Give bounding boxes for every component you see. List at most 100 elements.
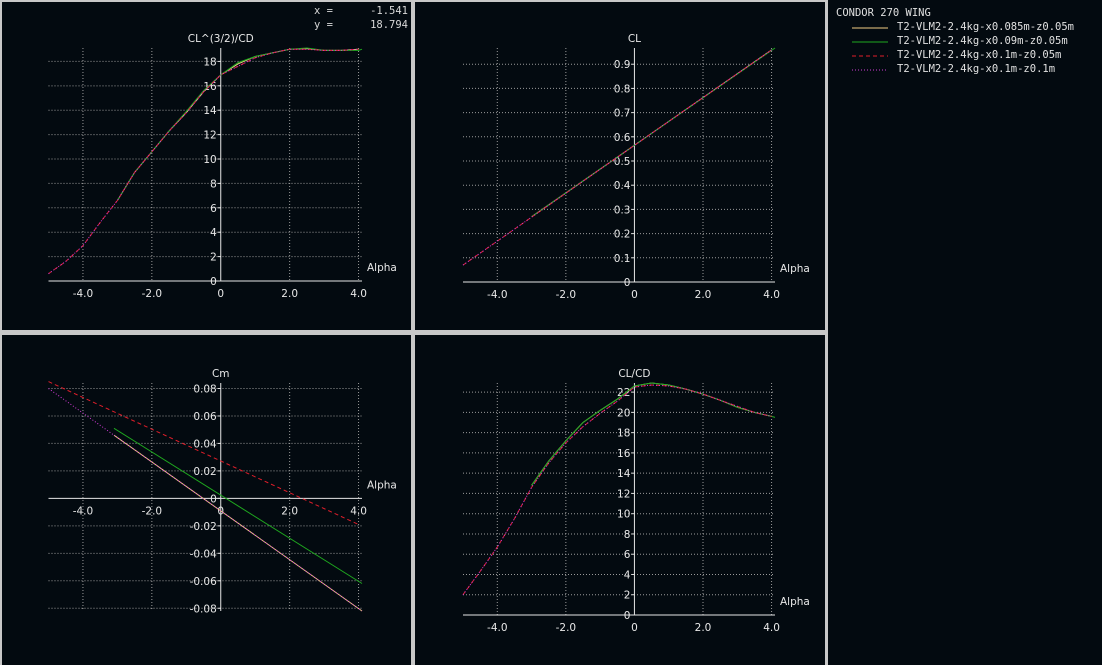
legend-line-swatch [852, 27, 888, 29]
x-tick-label: 4.0 [350, 288, 367, 300]
y-tick-label: 0.9 [614, 59, 631, 71]
x-tick-label: -2.0 [556, 622, 577, 634]
legend-line-swatch [852, 41, 888, 43]
y-tick-label: 4 [210, 227, 217, 239]
y-axis-title: CL^(3/2)/CD [188, 33, 254, 45]
chart-cl: 0 0.1 0.2 0.3 0.4 0.5 0.6 0.7 0.8 0.9 -4.0 -2.0 0 2.0… [462, 33, 810, 301]
y-tick-label: 2 [210, 252, 217, 264]
legend: CONDOR 270 WING T2-VLM2-2.4kg-x0.085m-z0… [828, 0, 1102, 665]
x-tick-label: 4.0 [763, 289, 780, 301]
graph-panel-cl32cd[interactable] [2, 2, 411, 330]
x-tick-label: -4.0 [73, 505, 94, 517]
series-line-2 [116, 47, 363, 201]
y-tick-label: 16 [617, 448, 631, 460]
y-tick-label: 0.02 [193, 466, 216, 478]
x-tick-label: 0 [217, 288, 224, 300]
y-tick-label: 18 [617, 428, 630, 440]
series-line-2 [113, 427, 363, 584]
x-axis-title: Alpha [780, 263, 810, 275]
legend-entry-label: T2-VLM2-2.4kg-x0.1m-z0.05m [897, 49, 1062, 61]
x-axis-title: Alpha [367, 262, 397, 274]
x-tick-label: 0 [631, 622, 638, 634]
y-tick-label: 2 [624, 590, 631, 602]
y-tick-label: 8 [624, 529, 631, 541]
y-tick-label: 22 [617, 387, 630, 399]
y-tick-label: 0.2 [614, 229, 631, 241]
readout-y-value: 18.794 [370, 19, 408, 31]
y-tick-label: 0.7 [614, 108, 631, 120]
y-tick-label: -0.04 [190, 548, 217, 560]
chart-clcd: 0 2 4 6 8 10 12 14 16 18 20 22 -4.0 -2.0 0 2.0 4.0 CL/CD A… [462, 368, 810, 634]
series-line-4 [462, 49, 772, 266]
graph-panel-clcd[interactable] [415, 335, 825, 665]
series-line-3 [48, 381, 359, 525]
y-tick-label: 4 [624, 569, 631, 581]
x-tick-label: 4.0 [350, 505, 367, 517]
series-line-1 [116, 48, 359, 201]
y-tick-label: 0 [210, 276, 217, 288]
y-tick-label: 0 [210, 493, 217, 505]
y-tick-label: 0.3 [614, 204, 631, 216]
y-tick-label: 6 [210, 203, 217, 215]
y-tick-label: 12 [617, 488, 630, 500]
y-tick-label: 0.06 [193, 411, 217, 423]
y-tick-label: 0.6 [614, 132, 631, 144]
x-axis-title: Alpha [367, 479, 397, 491]
y-tick-label: 12 [203, 130, 216, 142]
y-tick-label: 0.1 [614, 253, 631, 265]
y-tick-label: 14 [617, 468, 631, 480]
x-tick-label: -4.0 [487, 622, 508, 634]
y-tick-label: 0 [624, 610, 631, 622]
series-line-4 [462, 384, 772, 595]
graph-panel-cm[interactable] [2, 335, 411, 665]
x-axis-title: Alpha [780, 596, 810, 608]
x-tick-label: 2.0 [695, 622, 712, 634]
y-tick-label: 20 [617, 407, 630, 419]
legend-line-swatch [852, 55, 888, 57]
y-axis-title: CL [628, 33, 641, 45]
y-tick-label: 10 [617, 509, 630, 521]
readout-x-label: x = [314, 5, 333, 17]
x-tick-label: 4.0 [763, 622, 780, 634]
x-tick-label: -2.0 [142, 288, 163, 300]
y-tick-label: 10 [203, 154, 216, 166]
y-tick-label: 6 [624, 549, 631, 561]
y-tick-label: 16 [203, 81, 217, 93]
x-tick-label: 2.0 [281, 505, 298, 517]
y-tick-label: 0 [624, 277, 631, 289]
y-axis-title: CL/CD [618, 368, 650, 380]
legend-entry-label: T2-VLM2-2.4kg-x0.1m-z0.1m [897, 63, 1056, 75]
legend-line-swatch [852, 69, 888, 71]
x-tick-label: 2.0 [695, 289, 712, 301]
cursor-readout: x = -1.541 y = 18.794 [314, 4, 408, 32]
x-tick-label: 0 [631, 289, 638, 301]
series-line-4 [48, 48, 359, 275]
y-tick-label: -0.06 [190, 576, 217, 588]
readout-y-label: y = [314, 19, 333, 31]
y-tick-label: 0.8 [614, 83, 631, 95]
y-tick-label: 14 [203, 105, 217, 117]
y-tick-label: -0.08 [190, 603, 217, 615]
graph-panel-cl[interactable] [415, 2, 825, 330]
chart-cm: -0.08 -0.06 -0.04 -0.02 0 0.02 0.04 0.06 0.08 -4.… [48, 368, 397, 615]
y-tick-label: 0.5 [614, 156, 631, 168]
series-line-1 [531, 382, 772, 486]
x-tick-label: -2.0 [142, 505, 163, 517]
y-tick-label: 8 [210, 178, 217, 190]
y-tick-label: 0.08 [193, 383, 216, 395]
chart-cl32cd: 0 2 4 6 8 10 12 14 16 18 -4.0 -2.0 0 2.0 4.0 CL^(3/2)/C… [48, 33, 397, 300]
legend-title: CONDOR 270 WING [836, 7, 931, 19]
x-tick-label: -4.0 [73, 288, 94, 300]
legend-entry-label: T2-VLM2-2.4kg-x0.085m-z0.05m [897, 21, 1075, 33]
y-tick-label: 18 [203, 56, 216, 68]
y-tick-label: 0.04 [193, 438, 217, 450]
y-tick-label: 0.4 [614, 180, 631, 192]
readout-x-value: -1.541 [370, 5, 408, 17]
x-tick-label: -4.0 [487, 289, 508, 301]
y-axis-title: Cm [212, 368, 230, 380]
series-line-2 [531, 382, 776, 486]
x-tick-label: -2.0 [556, 289, 577, 301]
legend-entry-label: T2-VLM2-2.4kg-x0.09m-z0.05m [897, 35, 1068, 47]
x-tick-label: 2.0 [281, 288, 298, 300]
